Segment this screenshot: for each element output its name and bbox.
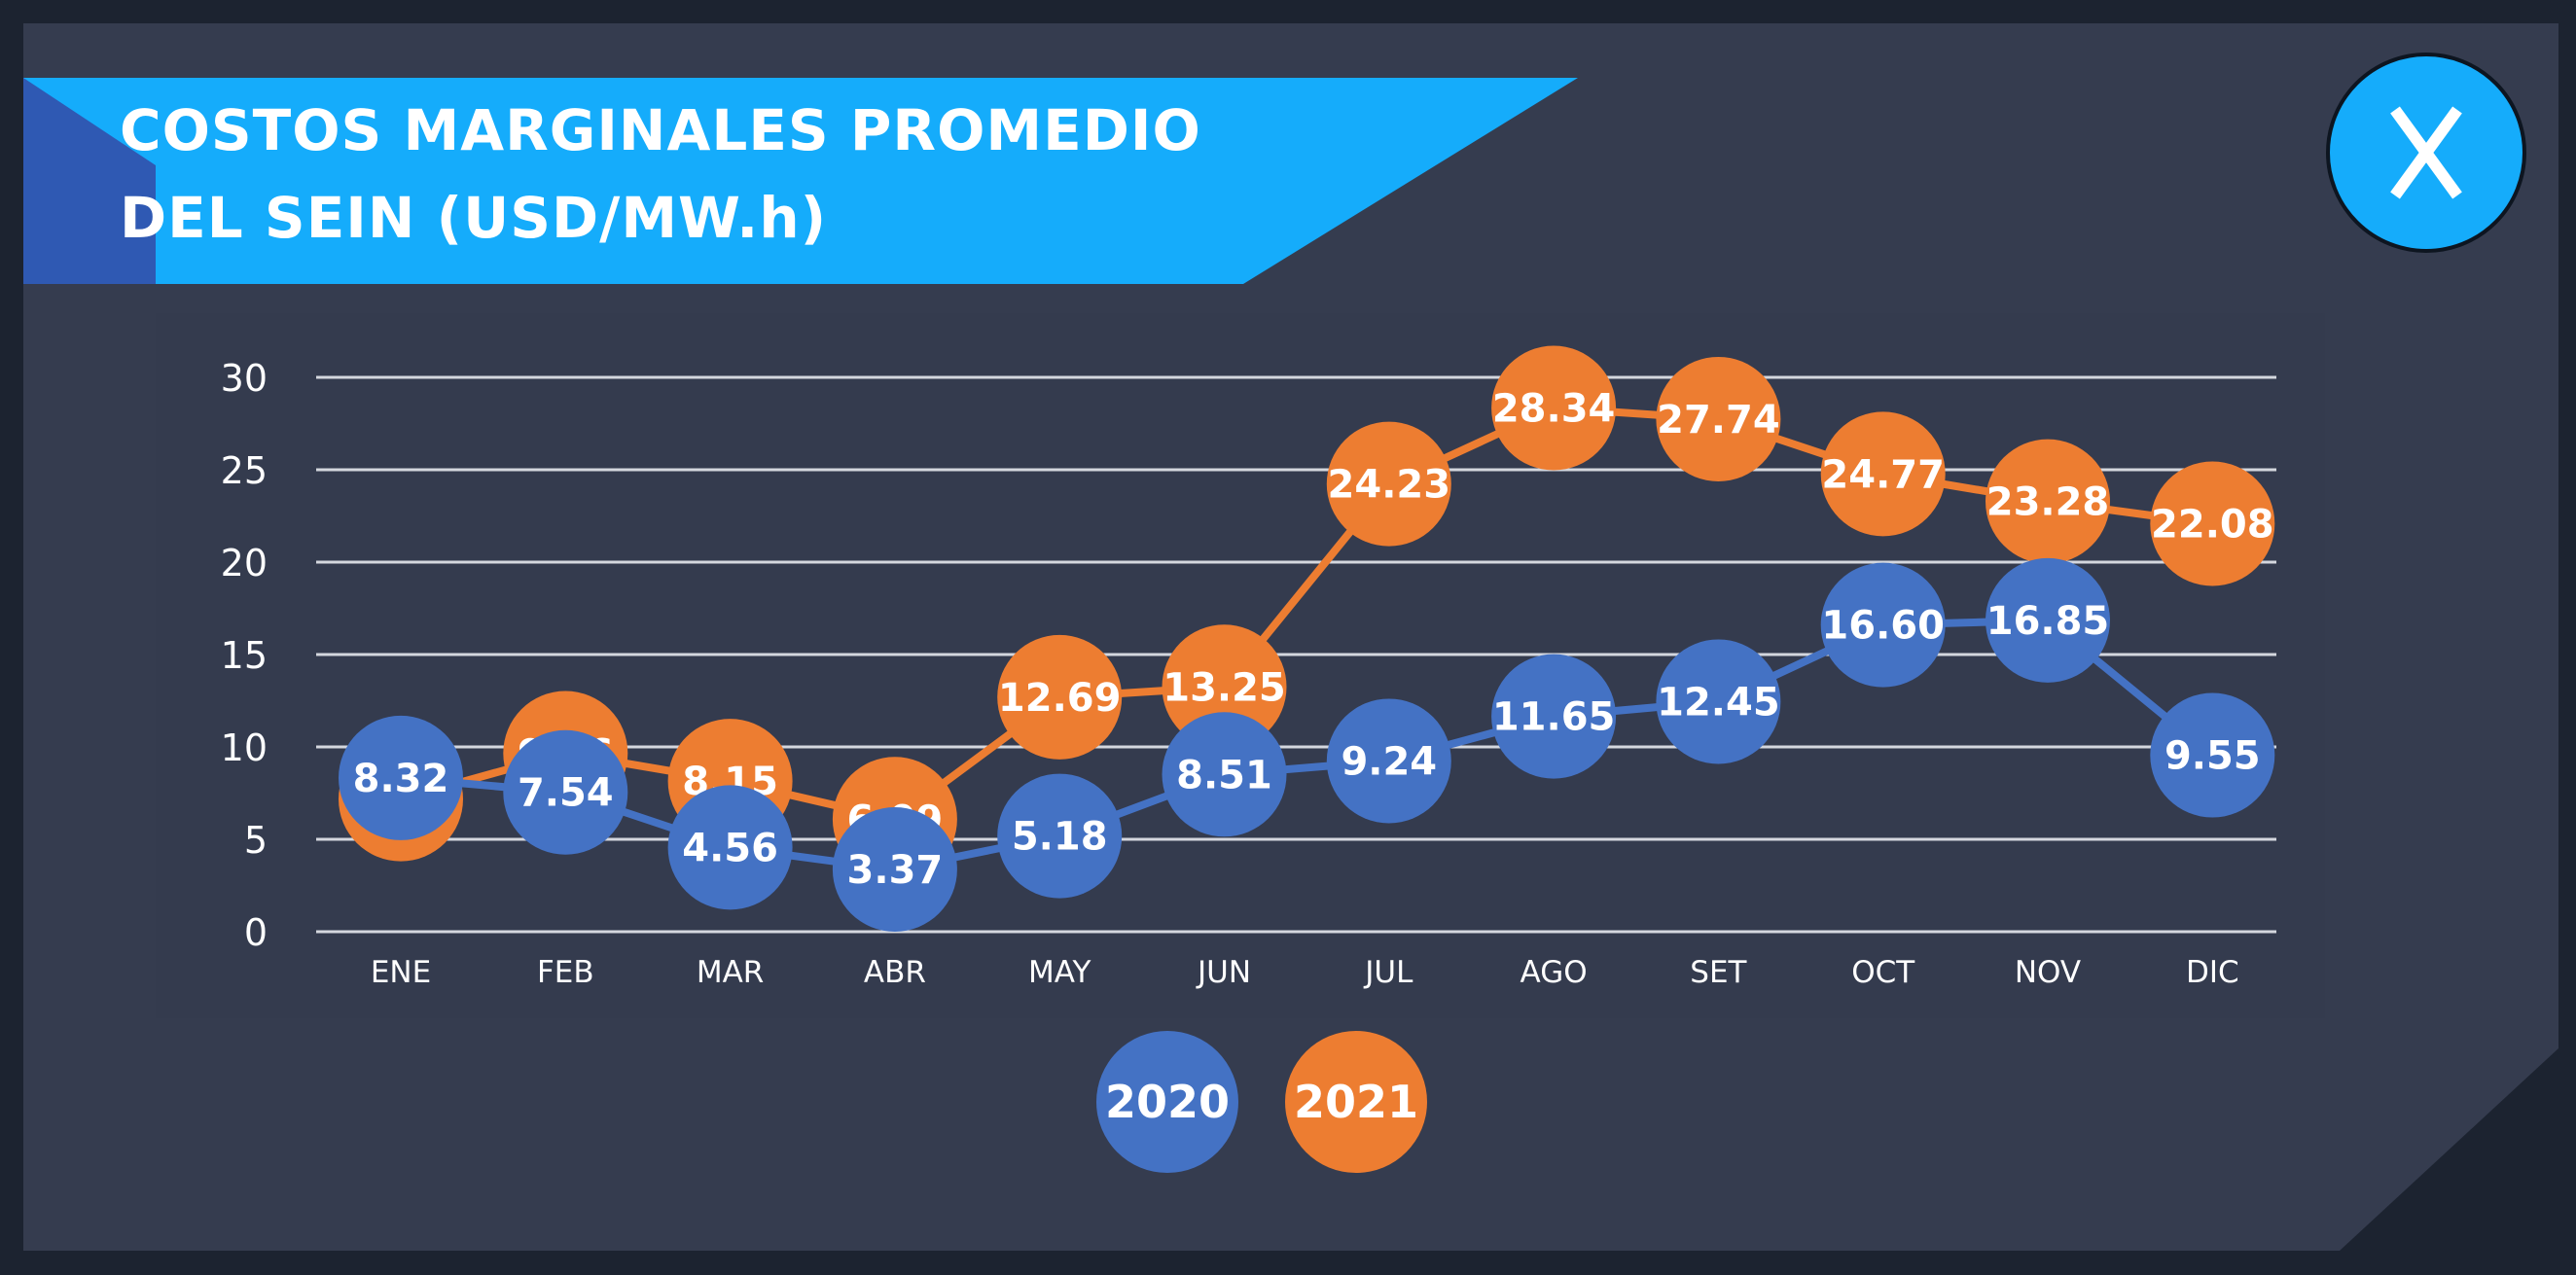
close-button[interactable] [2326,53,2526,253]
x-tick-label: DIC [2186,955,2239,990]
data-point-2020 [1491,654,1617,779]
y-tick-label: 25 [221,449,268,492]
x-tick-label: NOV [2015,955,2081,990]
legend-marker [1096,1031,1238,1173]
data-point-2021 [1656,356,1781,481]
legend-item-2020: 2020 [1096,1031,1238,1173]
chart-title-line-1: COSTOS MARGINALES PROMEDIO [120,97,1201,163]
x-tick-label: MAR [697,955,765,990]
x-tick-label: OCT [1851,955,1915,990]
data-point-2020 [667,785,793,910]
data-label-2021: 24.77 [1821,452,1945,497]
data-label-2020: 9.24 [1341,739,1437,784]
y-tick-label: 0 [244,911,268,954]
data-label-2021: 24.23 [1328,463,1451,508]
legend-label: 2021 [1294,1076,1418,1128]
data-label-2020: 12.45 [1657,680,1780,725]
legend-marker [1285,1031,1427,1173]
data-label-2021: 28.34 [1492,387,1616,432]
y-tick-label: 30 [221,357,268,400]
data-point-2021 [1162,624,1287,750]
data-point-2021 [2150,461,2275,586]
y-tick-label: 5 [244,819,268,862]
y-tick-label: 10 [221,726,268,769]
data-point-2021 [1491,345,1617,471]
close-icon [2390,106,2462,199]
x-tick-label: JUL [1363,955,1413,990]
data-label-2020: 3.37 [847,848,944,893]
data-label-2020: 4.56 [682,826,778,870]
x-tick-label: FEB [537,955,594,990]
data-label-2020: 8.51 [1176,753,1272,797]
data-point-2021 [997,634,1123,760]
chart-title-line-2: DEL SEIN (USD/MW.h) [120,185,828,251]
data-label-2021: 22.08 [2151,502,2274,547]
x-tick-label: SET [1690,955,1747,990]
data-label-2021: 27.74 [1657,398,1780,443]
axis-layer: 0 5 10 15 20 25 30 ENE FEB MAR ABR MAY JUN JUL AGO SET O… [221,357,2239,990]
legend-item-2021: 2021 [1285,1031,1427,1173]
data-point-2020 [339,715,463,840]
data-point-2020 [1162,712,1287,837]
x-tick-label: JUN [1196,955,1251,990]
series-layer: 7.189.668.156.0912.6913.2524.2328.3427.7… [339,345,2275,932]
legend: 2020 2021 [1096,1031,1427,1173]
data-label-2020: 8.32 [353,757,449,801]
x-tick-label: ABR [864,955,926,990]
data-point-2020 [2150,692,2275,818]
y-tick-label: 20 [221,542,268,584]
x-tick-label: AGO [1521,955,1588,990]
title-banner [23,78,1578,284]
grid-layer [316,375,2276,934]
x-tick-label: MAY [1028,955,1091,990]
x-tick-label: ENE [371,955,431,990]
data-point-2020 [503,729,628,855]
data-label-2020: 16.85 [1986,599,2110,644]
data-point-2021 [1326,421,1451,547]
data-label-2021: 23.28 [1986,480,2110,525]
data-label-2021: 13.25 [1163,665,1286,710]
data-point-2020 [1656,639,1781,764]
title-banner-accent [23,78,156,284]
data-point-2021 [1820,411,1946,537]
data-point-2020 [1986,557,2110,683]
legend-label: 2020 [1105,1076,1230,1128]
data-label-2020: 5.18 [1012,815,1108,860]
data-label-2021: 12.69 [998,676,1122,721]
data-point-2020 [1326,698,1451,824]
data-point-2020 [997,773,1123,899]
data-label-2020: 16.60 [1821,604,1945,649]
data-point-2020 [832,806,957,932]
data-label-2020: 9.55 [2165,734,2261,779]
y-tick-label: 15 [221,634,268,677]
data-point-2021 [1986,439,2110,564]
data-label-2020: 7.54 [518,771,614,816]
data-point-2020 [1820,562,1946,688]
data-label-2020: 11.65 [1492,695,1616,740]
